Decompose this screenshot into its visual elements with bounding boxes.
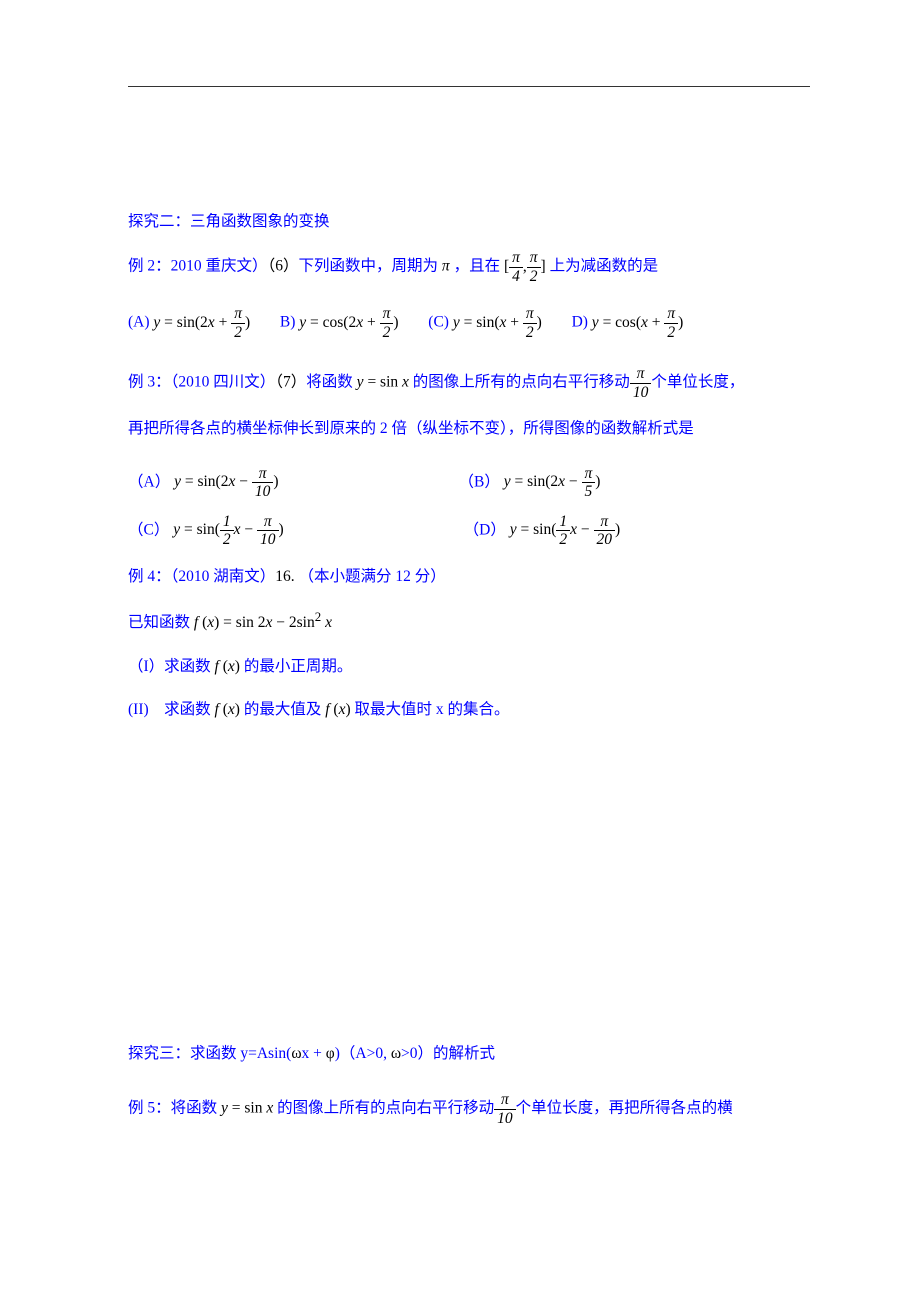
example3-line2: 再把所得各点的横坐标伸长到原来的 2 倍（纵坐标不变），所得图像的函数解析式是	[128, 414, 810, 443]
ex2-optA-label: (A)	[128, 314, 150, 331]
section3-title: 探究三：求函数 y=Asin(ωx + φ)（A>0, ω>0）的解析式	[128, 1039, 810, 1068]
ex2-optB: y = cos(2x + π2)	[299, 314, 398, 331]
ex3-optA-wrap: （A） y = sin(2x − π10)	[128, 466, 279, 500]
ex3-shift: π10	[630, 374, 652, 391]
ex3-func: y = sin x	[357, 374, 409, 391]
ex3-t2: 的图像上所有的点向右平行移动	[413, 374, 630, 391]
ex2-optD: y = cos(x + π2)	[592, 314, 684, 331]
ex3-optC-wrap: （C） y = sin(12x − π10)	[128, 514, 284, 548]
ex2-optC: y = sin(x + π2)	[453, 314, 542, 331]
ex5-t2: 个单位长度，再把所得各点的横	[516, 1100, 733, 1117]
ex4-func: f (x) = sin 2x − 2sin2 x	[194, 614, 332, 631]
ex4-prefix: 例 4：（2010 湖南文）	[128, 568, 275, 585]
s3-omega: ω	[291, 1045, 301, 1062]
example3-options-cd: （C） y = sin(12x − π10) （D） y = sin(12x −…	[128, 514, 810, 548]
ex3-optA-label: （A）	[128, 473, 170, 490]
ex5-t1: 的图像上所有的点向右平行移动	[277, 1100, 494, 1117]
ex3-optA: y = sin(2x − π10)	[174, 473, 278, 490]
section2-title: 探究二：三角函数图象的变换	[128, 207, 810, 236]
example4-part1: （I）求函数 f (x) 的最小正周期。	[128, 652, 810, 681]
ex4-paren: （本小题满分 12 分）	[299, 568, 446, 585]
ex3-prefix: 例 3：（2010 四川文）	[128, 374, 275, 391]
s3-t1: 探究三：求函数 y=Asin(	[128, 1045, 291, 1062]
ex3-optC-label: （C）	[128, 521, 169, 538]
ex3-optD-wrap: （D） y = sin(12x − π20)	[464, 514, 621, 548]
example5-line: 例 5：将函数 y = sin x 的图像上所有的点向右平行移动π10个单位长度…	[128, 1092, 810, 1126]
top-rule	[128, 86, 810, 87]
example4-heading: 例 4：（2010 湖南文）16. （本小题满分 12 分）	[128, 562, 810, 591]
s3-phi: φ	[326, 1045, 335, 1062]
ex2-t2: ，且在	[454, 258, 501, 275]
ex3-optC: y = sin(12x − π10)	[173, 521, 283, 538]
ex3-optB: y = sin(2x − π5)	[504, 473, 601, 490]
ex2-prefix: 例 2：2010 重庆文）	[128, 258, 268, 275]
ex3-num: （7）	[275, 374, 306, 391]
s3-t3: )（A>0,	[335, 1045, 391, 1062]
ex3-t3: 个单位长度，	[651, 374, 744, 391]
ex2-num: （6）	[268, 258, 299, 275]
ex4-p2-c: 取最大值时 x 的集合。	[355, 701, 510, 718]
ex5-func: y = sin x	[221, 1100, 273, 1117]
ex2-optB-label: B)	[280, 314, 296, 331]
example2-options: (A) y = sin(2x + π2) B) y = cos(2x + π2)…	[128, 306, 810, 340]
example3-options-ab: （A） y = sin(2x − π10) （B） y = sin(2x − π…	[128, 466, 810, 500]
ex2-optC-label: (C)	[428, 314, 449, 331]
example3-line1: 例 3：（2010 四川文）（7）将函数 y = sin x 的图像上所有的点向…	[128, 366, 810, 400]
ex5-shift: π10	[494, 1100, 516, 1117]
ex4-fx1: f (x)	[215, 658, 240, 675]
example4-part2: (II) 求函数 f (x) 的最大值及 f (x) 取最大值时 x 的集合。	[128, 695, 810, 724]
ex4-p1-a: （I）求函数	[128, 658, 211, 675]
ex2-optD-label: D)	[572, 314, 588, 331]
ex4-fx2: f (x)	[215, 701, 240, 718]
ex4-p1-b: 的最小正周期。	[244, 658, 353, 675]
example2-question: 例 2：2010 重庆文）（6）下列函数中，周期为 π ，且在 [π4,π2] …	[128, 250, 810, 284]
ex5-prefix: 例 5：将函数	[128, 1100, 217, 1117]
ex4-p2-b: 的最大值及	[244, 701, 322, 718]
ex3-optB-wrap: （B） y = sin(2x − π5)	[459, 466, 601, 500]
ex2-t3: 上为减函数的是	[550, 258, 659, 275]
ex2-optA: y = sin(2x + π2)	[153, 314, 250, 331]
s3-t2: x +	[302, 1045, 326, 1062]
ex4-p2-a: (II) 求函数	[128, 701, 211, 718]
ex2-interval: [π4,π2]	[504, 258, 546, 275]
ex2-t1: 下列函数中，周期为	[299, 258, 439, 275]
ex4-given: 已知函数	[128, 614, 190, 631]
ex4-fx3: f (x)	[325, 701, 350, 718]
s3-t4: >0）的解析式	[401, 1045, 495, 1062]
example4-given: 已知函数 f (x) = sin 2x − 2sin2 x	[128, 605, 810, 638]
ex3-optD: y = sin(12x − π20)	[510, 521, 620, 538]
ex3-optB-label: （B）	[459, 473, 500, 490]
ex4-num: 16.	[275, 568, 294, 585]
document-page: 探究二：三角函数图象的变换 例 2：2010 重庆文）（6）下列函数中，周期为 …	[0, 0, 920, 1302]
ex2-pi: π	[442, 258, 450, 275]
s3-omega2: ω	[391, 1045, 401, 1062]
ex3-optD-label: （D）	[464, 521, 506, 538]
ex3-t1: 将函数	[306, 374, 353, 391]
